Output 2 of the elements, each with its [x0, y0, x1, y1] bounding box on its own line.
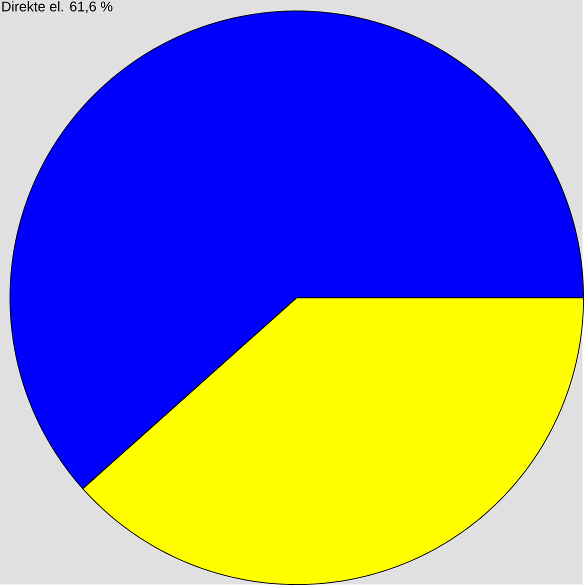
slice-label: Direkte el. — [2, 1, 63, 12]
data-label: 61,6 % — [70, 2, 112, 14]
